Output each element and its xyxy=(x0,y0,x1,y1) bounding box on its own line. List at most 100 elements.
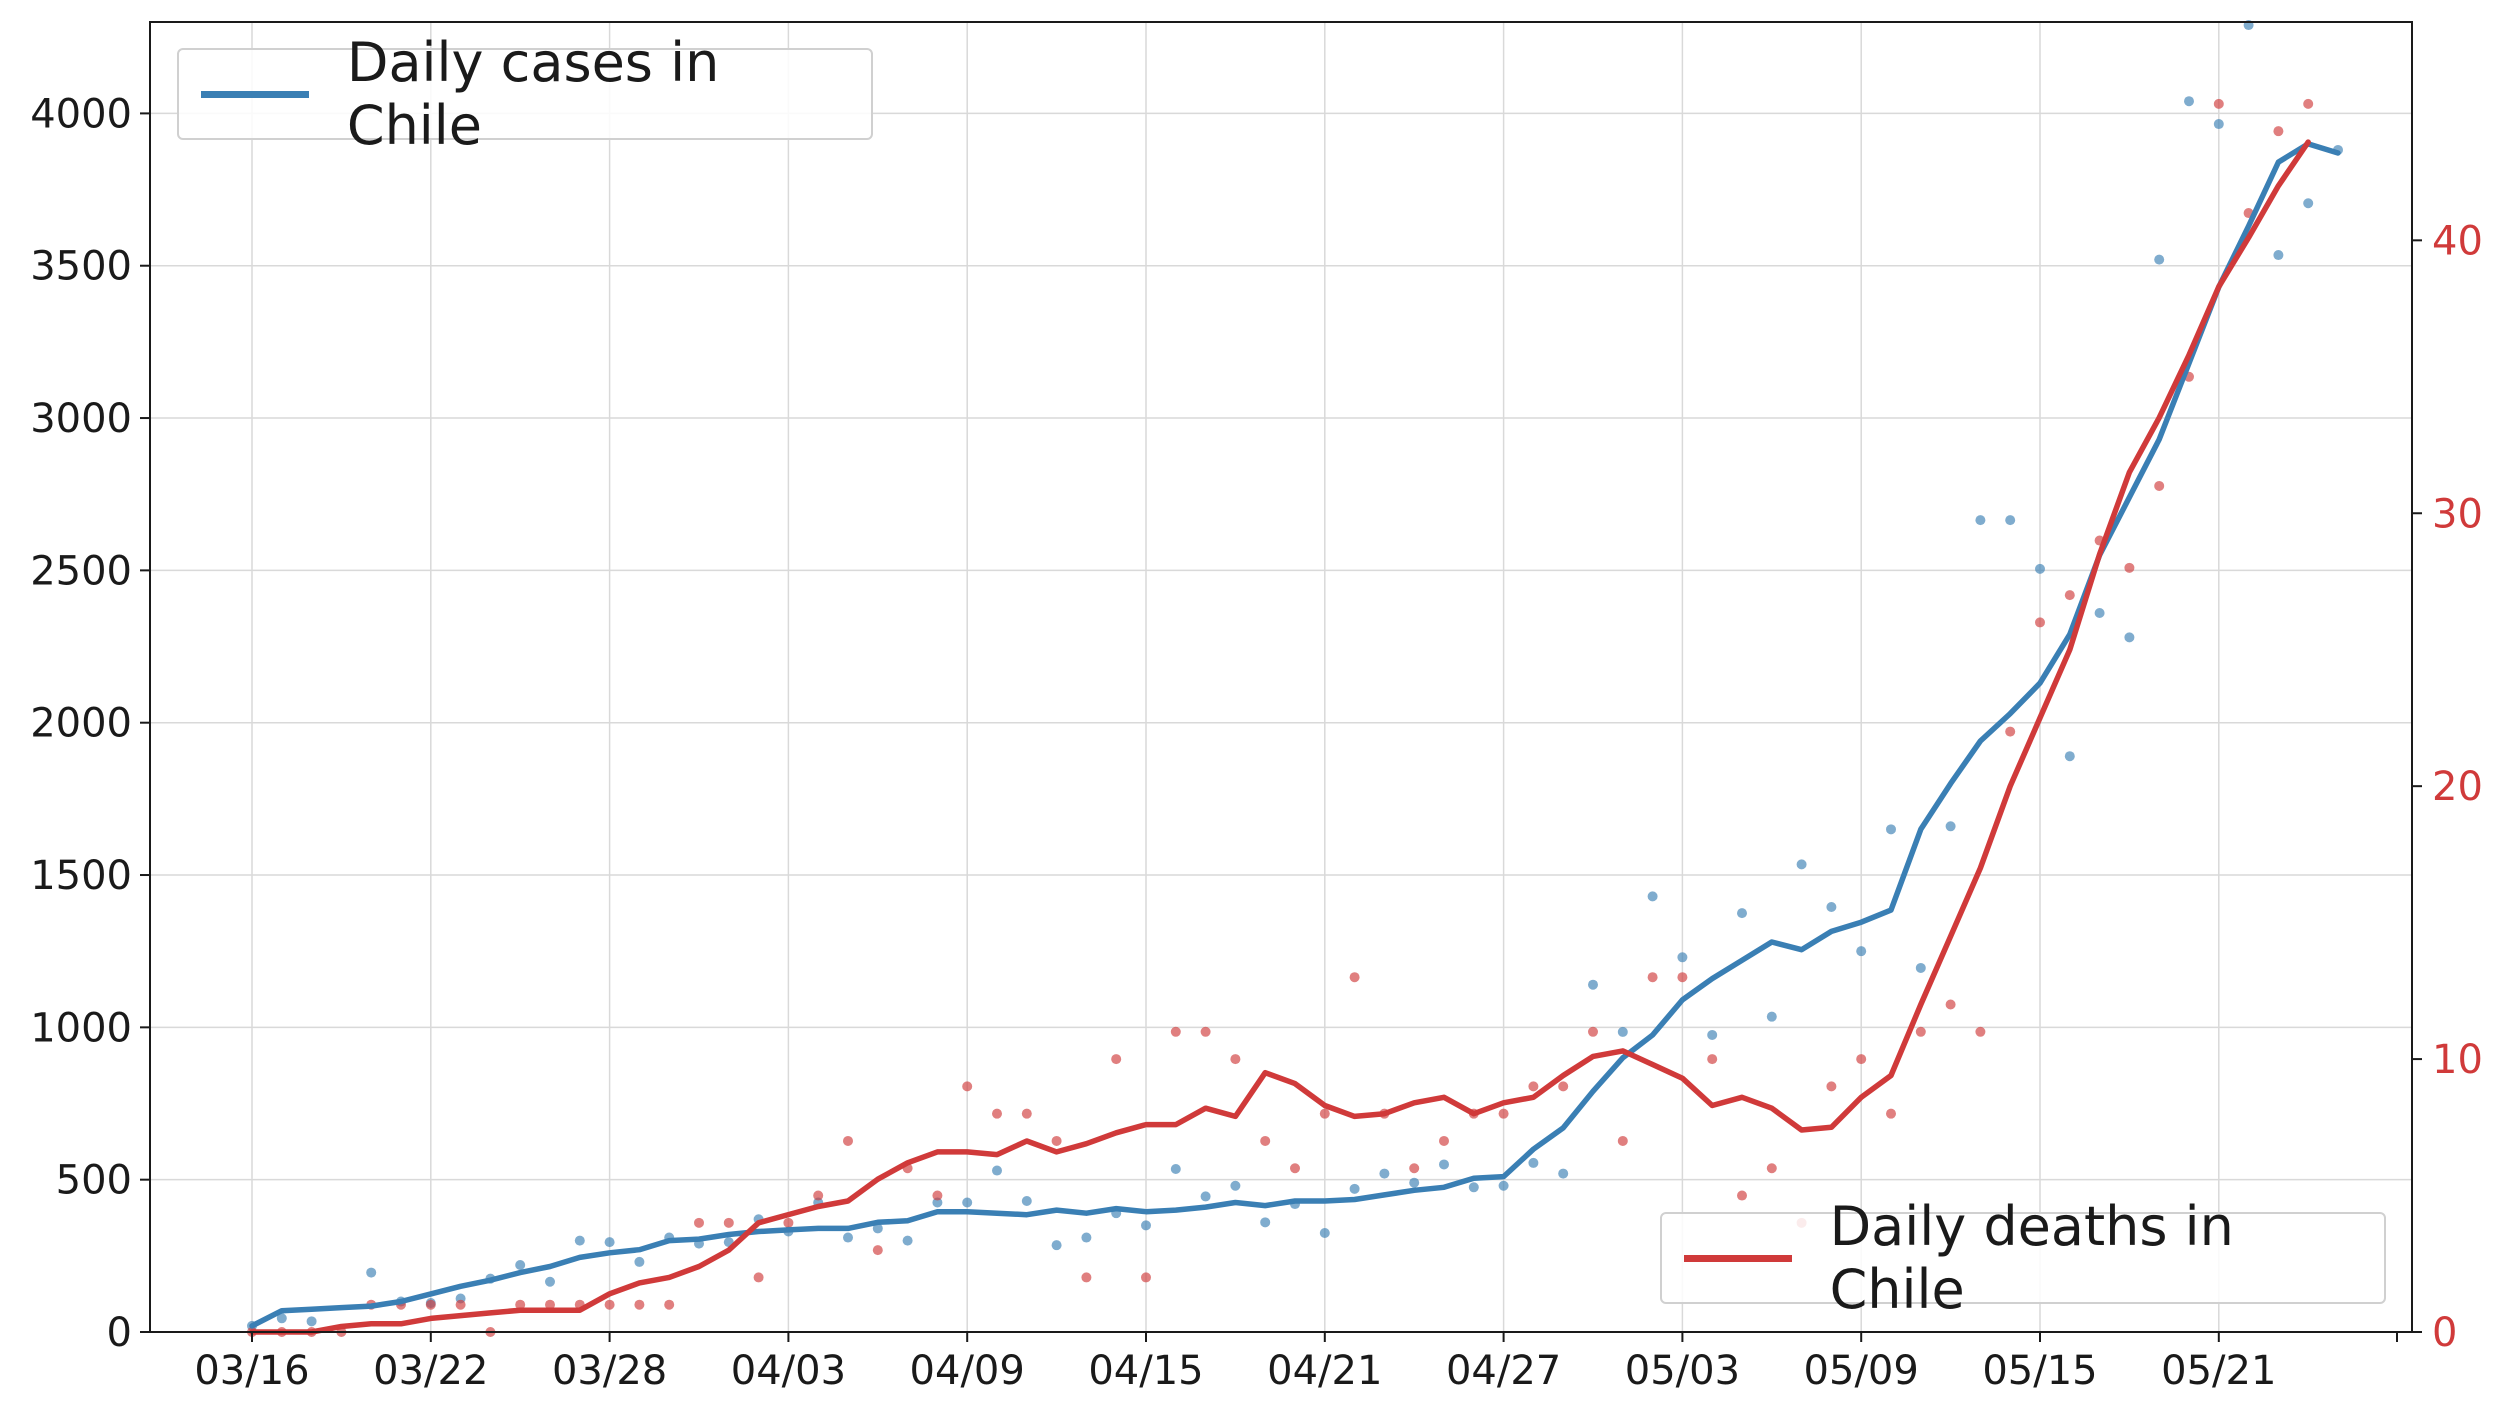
deaths-point xyxy=(783,1217,794,1228)
deaths-point xyxy=(1856,1054,1867,1065)
cases-point xyxy=(1200,1191,1211,1202)
x-axis-tick-label: 04/03 xyxy=(731,1348,846,1394)
cases-point xyxy=(1170,1164,1181,1175)
cases-point xyxy=(1558,1168,1569,1179)
cases-point xyxy=(992,1165,1002,1176)
cases-point xyxy=(1349,1183,1360,1194)
cases-point xyxy=(932,1197,943,1208)
cases-point xyxy=(1528,1157,1539,1168)
deaths-point xyxy=(1945,999,1956,1010)
left-axis-tick-label: 2000 xyxy=(30,701,132,747)
cases-point xyxy=(1826,902,1837,913)
left-axis-tick-label: 0 xyxy=(107,1310,132,1356)
cases-point xyxy=(1707,1029,1718,1040)
deaths-point xyxy=(1617,1135,1628,1146)
cases-point xyxy=(1468,1182,1479,1193)
deaths-point xyxy=(1349,972,1360,983)
cases-point xyxy=(1617,1026,1628,1037)
x-axis-tick-label: 05/21 xyxy=(2161,1348,2276,1394)
deaths-point xyxy=(1051,1135,1062,1146)
right-axis-tick-label: 30 xyxy=(2432,491,2483,537)
scatter-points xyxy=(247,20,2343,1337)
deaths-point xyxy=(1439,1135,1449,1146)
deaths-point xyxy=(2273,126,2284,137)
deaths-point xyxy=(604,1299,615,1310)
cases-point xyxy=(2035,563,2045,574)
cases-point xyxy=(1647,891,1658,902)
cases-point xyxy=(2273,250,2284,261)
deaths-point xyxy=(1409,1163,1420,1174)
cases-point xyxy=(1856,946,1867,957)
x-axis-tick-label: 05/15 xyxy=(1982,1348,2097,1394)
deaths-point xyxy=(664,1299,675,1310)
deaths-point xyxy=(932,1190,943,1201)
cases-point xyxy=(1409,1177,1420,1188)
cases-point xyxy=(1915,962,1926,973)
legend-deaths-swatch xyxy=(1684,1254,1792,1262)
cases-point xyxy=(1945,821,1956,832)
deaths-point xyxy=(872,1245,883,1256)
left-axis-tick-label: 3500 xyxy=(30,244,132,290)
x-axis-tick-label: 04/27 xyxy=(1446,1348,1561,1394)
deaths-point xyxy=(1915,1026,1926,1037)
left-axis-tick-label: 4000 xyxy=(30,91,132,137)
cases-point xyxy=(604,1237,615,1248)
cases-point xyxy=(2184,96,2194,107)
deaths-point xyxy=(962,1081,973,1092)
deaths-point xyxy=(1647,972,1658,983)
cases-point xyxy=(2005,515,2016,526)
deaths-point xyxy=(1230,1054,1241,1065)
x-axis-tick-label: 03/22 xyxy=(373,1348,488,1394)
right-axis-tick-label: 0 xyxy=(2432,1310,2457,1356)
cases-point xyxy=(1021,1196,1032,1206)
x-axis-tick-label: 04/21 xyxy=(1267,1348,1382,1394)
deaths-point xyxy=(2303,98,2314,109)
cases-point xyxy=(902,1235,913,1246)
cases-point xyxy=(276,1313,287,1324)
right-axis-tick-label: 10 xyxy=(2432,1037,2483,1083)
cases-point xyxy=(1141,1220,1151,1231)
deaths-point xyxy=(813,1190,824,1201)
x-axis-tick-label: 04/15 xyxy=(1088,1348,1203,1394)
cases-point xyxy=(2064,751,2075,762)
cases-point xyxy=(2154,254,2165,265)
deaths-point xyxy=(1707,1054,1718,1065)
axes: 0 500 1000 1500 2000 2500 3000 3500 4000 0 10 20 30 4… xyxy=(30,21,2483,1394)
deaths-point xyxy=(992,1108,1002,1119)
deaths-point xyxy=(843,1135,853,1146)
deaths-point xyxy=(2064,590,2075,601)
cases-point xyxy=(1975,515,1986,526)
cases-point xyxy=(574,1235,585,1246)
cases-point xyxy=(1051,1240,1062,1251)
deaths-line xyxy=(249,139,2311,1335)
cases-point xyxy=(2094,608,2105,619)
left-axis-tick-label: 2500 xyxy=(30,548,132,594)
deaths-point xyxy=(1677,972,1688,983)
deaths-point xyxy=(1886,1108,1896,1119)
deaths-point xyxy=(545,1299,555,1310)
cases-point xyxy=(1677,952,1688,963)
deaths-point xyxy=(1558,1081,1569,1092)
right-axis-tick-label: 20 xyxy=(2432,764,2483,810)
cases-point xyxy=(1081,1232,1092,1243)
deaths-point xyxy=(694,1217,704,1228)
x-axis-tick-label: 04/09 xyxy=(910,1348,1025,1394)
deaths-point xyxy=(1766,1163,1777,1174)
deaths-point xyxy=(1170,1026,1181,1037)
x-axis-tick-label: 03/28 xyxy=(552,1348,667,1394)
x-axis-tick-label: 05/09 xyxy=(1804,1348,1919,1394)
deaths-point xyxy=(2005,726,2016,737)
deaths-point xyxy=(1498,1108,1509,1119)
cases-point xyxy=(2303,198,2314,209)
deaths-point xyxy=(425,1299,436,1310)
left-axis-tick-label: 1500 xyxy=(30,853,132,899)
cases-point xyxy=(1766,1011,1777,1022)
deaths-point xyxy=(2154,480,2165,491)
deaths-point xyxy=(1528,1081,1539,1092)
deaths-point xyxy=(1141,1272,1151,1283)
cases-point xyxy=(545,1276,555,1287)
series-lines xyxy=(249,139,2341,1335)
right-axis-tick-label: 40 xyxy=(2432,218,2483,264)
deaths-point xyxy=(753,1272,764,1283)
